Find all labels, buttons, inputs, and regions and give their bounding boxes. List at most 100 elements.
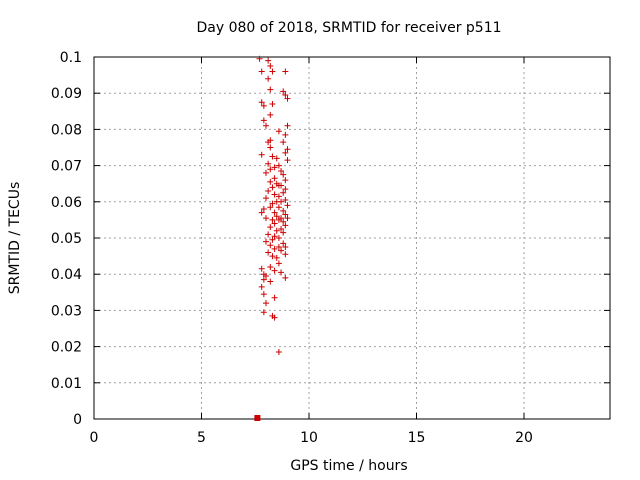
data-point [278, 225, 285, 232]
plot-area-border [93, 56, 611, 420]
data-point [275, 216, 282, 223]
data-point [282, 131, 289, 138]
data-point [269, 184, 276, 191]
y-tick-label: 0.03 [51, 303, 82, 319]
y-axis-label: SRMTID / TECUs [7, 182, 23, 295]
data-point [269, 236, 276, 243]
data-point [278, 198, 285, 205]
y-tick-label: 0.06 [51, 195, 82, 211]
data-point [265, 75, 272, 82]
data-point [263, 195, 269, 202]
y-tick-label: 0.05 [51, 231, 82, 247]
data-point [282, 274, 289, 281]
data-point [269, 253, 276, 260]
data-point [284, 202, 291, 209]
data-point [280, 139, 287, 146]
data-point [280, 189, 287, 196]
data-point [267, 144, 274, 151]
data-point [267, 63, 274, 70]
x-tick-label: 10 [300, 430, 318, 446]
data-point [258, 99, 265, 106]
data-point [271, 245, 278, 252]
data-point [282, 177, 289, 184]
data-point [267, 166, 274, 173]
data-point [267, 224, 274, 231]
data-point [260, 291, 267, 298]
data-point [265, 249, 272, 256]
data-point [282, 251, 289, 258]
data-point [280, 218, 287, 225]
data-point [258, 283, 265, 290]
chart-title: Day 080 of 2018, SRMTID for receiver p51… [196, 20, 501, 36]
data-point [267, 86, 274, 93]
data-points [254, 55, 291, 421]
data-point [258, 265, 265, 272]
data-point [271, 267, 278, 274]
y-tick-label: 0.04 [51, 267, 82, 283]
zero-value-marker [254, 415, 261, 421]
data-point [260, 102, 267, 109]
data-point [263, 300, 269, 307]
data-point [284, 215, 291, 222]
data-point [267, 242, 274, 249]
data-point [269, 68, 276, 75]
data-point [275, 235, 282, 241]
data-point [269, 153, 276, 160]
data-point [269, 101, 276, 108]
data-point [275, 204, 282, 211]
data-point [260, 117, 267, 124]
data-point [265, 139, 272, 146]
data-point [275, 128, 282, 135]
data-point [273, 227, 280, 234]
data-point [273, 155, 280, 162]
data-point [284, 157, 291, 164]
data-point [263, 238, 269, 245]
y-tick-label: 0.01 [51, 376, 82, 392]
data-point [275, 349, 282, 356]
data-point [263, 169, 269, 176]
data-point [271, 314, 278, 321]
data-point [258, 209, 265, 216]
data-point [258, 68, 265, 75]
data-point [280, 171, 287, 178]
data-point [282, 92, 289, 99]
data-point [280, 207, 287, 214]
data-point [282, 68, 289, 75]
data-point [273, 254, 280, 261]
y-tick-label: 0.1 [60, 50, 82, 66]
y-tick-label: 0 [73, 412, 82, 428]
data-point [275, 260, 282, 267]
data-point [284, 122, 291, 129]
data-point [280, 240, 287, 247]
axes: 0 0.01 0.02 0.03 0.04 0.05 0.06 0.07 0.08 0.09 0.1… [51, 50, 610, 446]
data-point [278, 247, 285, 254]
data-point [258, 151, 265, 158]
data-point [278, 168, 285, 175]
data-point [280, 229, 287, 236]
data-point [256, 55, 263, 62]
data-point [275, 193, 282, 200]
y-tick-label: 0.09 [51, 86, 82, 102]
y-tick-label: 0.07 [51, 159, 82, 175]
data-point [267, 263, 274, 270]
data-point [269, 200, 276, 207]
data-point [263, 215, 269, 222]
data-point [282, 186, 289, 193]
data-point [271, 164, 278, 171]
data-point [260, 309, 267, 316]
data-point [260, 206, 267, 213]
data-point [267, 178, 274, 185]
data-point [275, 162, 282, 169]
data-point [260, 276, 267, 283]
data-point [282, 222, 289, 229]
x-tick-label: 20 [515, 430, 533, 446]
data-point [265, 160, 272, 167]
grid-lines [94, 57, 610, 419]
y-tick-label: 0.08 [51, 122, 82, 138]
data-point [282, 244, 289, 251]
y-tick-label: 0.02 [51, 340, 82, 356]
data-point [265, 57, 272, 64]
data-point [275, 244, 282, 251]
data-point [282, 196, 289, 203]
